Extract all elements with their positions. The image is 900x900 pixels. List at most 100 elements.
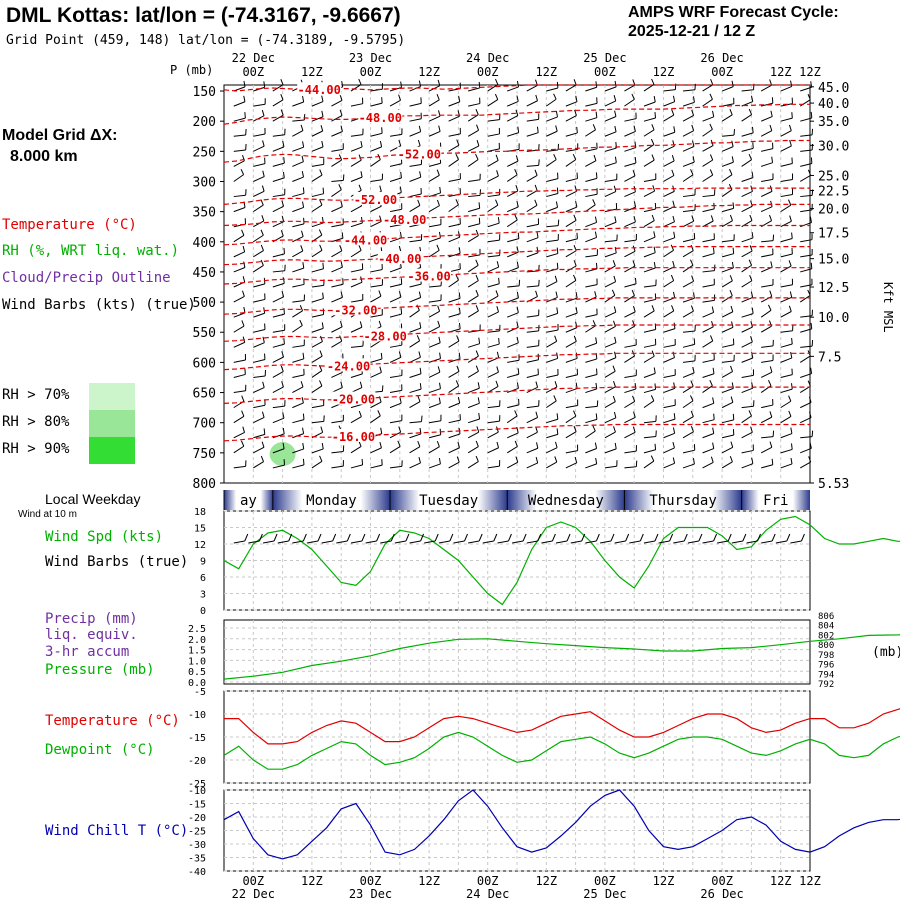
wind-barb-flag	[712, 367, 715, 374]
pressure-tick-label: 250	[193, 145, 216, 160]
wind-barb-flag	[574, 109, 577, 116]
surface-barb-flag	[420, 533, 425, 542]
wind-barb-staff	[370, 269, 383, 273]
wind-barb-flag	[358, 410, 362, 417]
wind-barb-staff	[761, 345, 774, 348]
contour-label: -20.00	[332, 393, 375, 407]
wind-barb-staff	[800, 162, 812, 167]
wind-barb-staff	[682, 400, 694, 409]
wind-barb-flag	[750, 321, 753, 328]
wind-barb-flag	[555, 125, 558, 132]
wind-barb-flag	[790, 351, 793, 359]
wind-barb-staff	[780, 220, 792, 228]
wind-barb-staff	[663, 145, 675, 152]
wind-barb-flag	[553, 395, 557, 402]
wind-barb-staff	[253, 329, 266, 333]
wind-barb-staff	[643, 220, 655, 228]
wind-barb-staff	[702, 419, 715, 424]
wind-barb-flag	[748, 259, 753, 266]
wind-barb-flag	[575, 307, 578, 314]
wind-barb-staff	[702, 253, 715, 258]
top-date-label: 26 Dec	[700, 51, 743, 65]
wind-barb-flag	[768, 380, 772, 386]
wind-barb-flag	[555, 291, 558, 298]
wind-barb-staff	[800, 149, 813, 152]
wind-barb-staff	[233, 101, 246, 107]
wind-barb-staff	[799, 461, 811, 469]
wind-barb-staff	[428, 237, 441, 243]
wind-barb-staff	[448, 313, 461, 318]
wind-barb-flag	[691, 275, 695, 282]
wind-barb-staff	[428, 174, 440, 182]
wind-barb-flag	[614, 80, 617, 87]
wind-barb-flag	[711, 320, 714, 327]
wind-barb-staff	[604, 240, 617, 243]
wind-barb-staff	[663, 310, 674, 318]
wind-barb-staff	[272, 221, 284, 228]
wind-barb-staff	[331, 266, 343, 273]
wind-barb-staff	[800, 315, 813, 318]
model-grid-label: Model Grid ΔX:	[2, 127, 118, 144]
wind-barb-staff	[585, 358, 598, 363]
wind-barb-staff	[761, 404, 773, 409]
wind-barb-flag	[458, 352, 461, 359]
wind-barb-staff	[702, 116, 714, 122]
wind-barb-staff	[370, 295, 382, 303]
wind-barb-staff	[233, 312, 246, 318]
wind-barb-flag	[788, 305, 792, 312]
wind-barb-flag	[320, 335, 323, 342]
wind-barb-flag	[378, 290, 382, 297]
surface-barb-flag	[478, 533, 483, 542]
wind-barb-staff	[428, 131, 441, 137]
wind-barb-flag	[340, 261, 343, 268]
wind-barb-staff	[272, 371, 284, 378]
height-tick-label: 10.0	[818, 311, 849, 326]
temperature-contour	[223, 203, 810, 227]
wind-barb-staff	[506, 446, 518, 454]
surface-barb-staff	[746, 540, 758, 544]
wind-barb-staff	[546, 418, 558, 424]
wind-barb-flag	[653, 95, 656, 103]
top-date-label: 25 Dec	[583, 51, 626, 65]
wind-barb-staff	[448, 370, 460, 378]
wind-barb-flag	[731, 321, 734, 328]
wind-barb-staff	[800, 447, 812, 454]
pressure-tick-label: 600	[193, 356, 216, 371]
wind-barb-flag	[262, 140, 265, 147]
wind-barb-staff	[565, 462, 577, 469]
wind-barb-flag	[282, 442, 285, 449]
wind-barb-staff	[292, 223, 305, 228]
wind-barb-staff	[546, 400, 557, 409]
wind-barb-staff	[487, 119, 500, 122]
top-date-label: 24 Dec	[466, 51, 509, 65]
wind-barb-flag	[301, 155, 304, 162]
wind-barb-staff	[467, 387, 480, 394]
wind-barb-staff	[585, 268, 598, 273]
wind-barb-flag	[496, 366, 499, 373]
wind-barb-staff	[253, 461, 264, 469]
wind-barb-staff	[331, 159, 342, 167]
wind-barb-staff	[311, 222, 324, 228]
wind-barb-staff	[780, 193, 793, 198]
wind-barb-staff	[331, 340, 343, 348]
wind-barb-staff	[546, 116, 558, 122]
wind-barb-flag	[712, 427, 715, 434]
wind-barb-staff	[428, 162, 441, 167]
wind-barb-staff	[780, 163, 793, 167]
weekday-label: Monday	[306, 493, 357, 509]
wind-barb-flag	[495, 380, 499, 387]
wind-barb-staff	[760, 190, 773, 198]
wind-barb-flag	[751, 171, 754, 178]
surface-barb-staff	[526, 540, 538, 544]
wind-barb-staff	[604, 326, 616, 333]
wind-speed-tick-label: 18	[194, 507, 206, 518]
wind-barb-staff	[624, 130, 636, 137]
wind-barb-staff	[467, 264, 479, 273]
wind-barb-staff	[643, 117, 656, 122]
wind-barb-staff	[428, 310, 440, 318]
surface-barb-staff	[321, 540, 333, 544]
weekday-segment	[507, 490, 625, 510]
wind-barb-staff	[331, 326, 343, 333]
wind-barb-staff	[682, 89, 696, 92]
wind-barb-flag	[280, 365, 284, 372]
